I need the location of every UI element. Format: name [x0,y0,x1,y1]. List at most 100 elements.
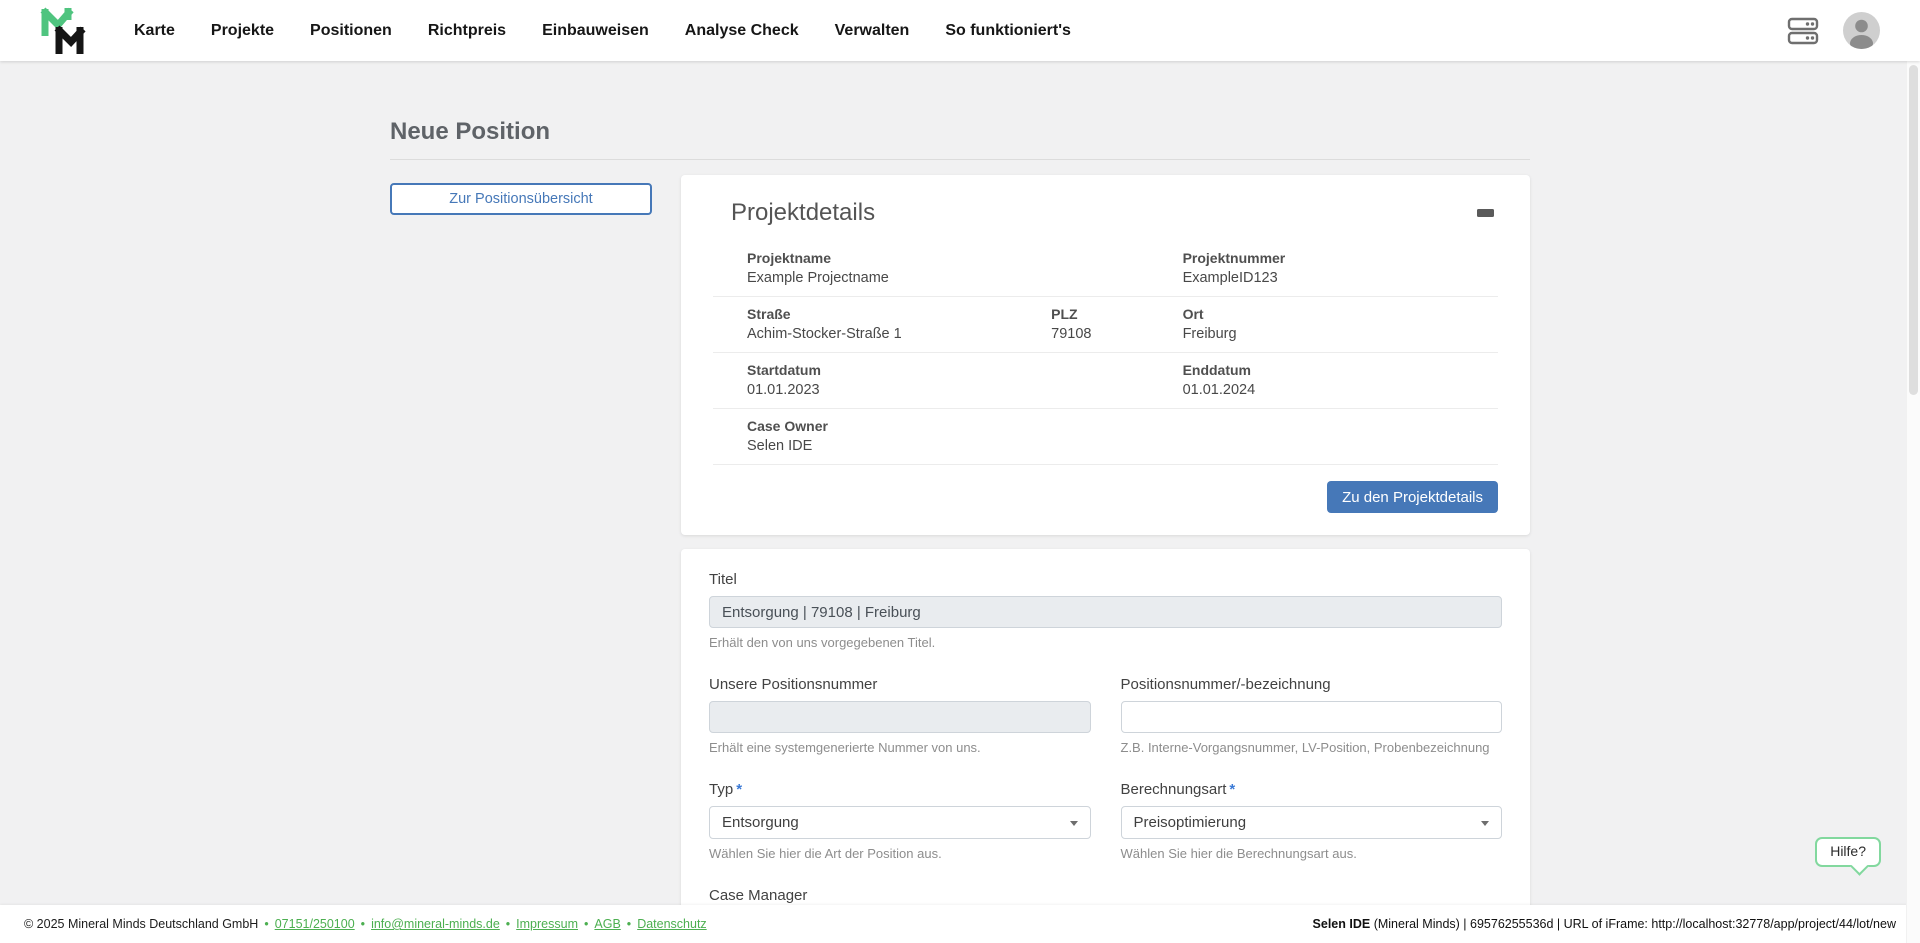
to-project-details-button[interactable]: Zu den Projektdetails [1327,481,1498,513]
field-value: 01.01.2023 [747,382,820,398]
main-content: Neue Position Zur Positionsübersicht Pro… [390,0,1530,943]
unsere-positionsnummer-input [709,701,1091,733]
positionsnummer-label: Positionsnummer/-bezeichnung [1120,676,1331,693]
project-row-name: Projektname Example Projectname Projektn… [713,241,1498,297]
footer-link-agb[interactable]: AGB [594,917,621,931]
field-value: Achim-Stocker-Straße 1 [747,326,902,342]
project-details-card: Projektdetails Projektname Example Proje… [681,175,1530,535]
user-avatar-icon[interactable] [1843,12,1880,49]
nav-item-projekte[interactable]: Projekte [210,21,275,39]
footer-separator: • [264,917,269,931]
field-value: Example Projectname [747,270,889,286]
titel-helper: Erhält den von uns vorgegebenen Titel. [709,635,936,650]
berechnungsart-select-value: Preisoptimierung [1133,814,1247,831]
project-row-owner: Case Owner Selen IDE [713,409,1498,465]
required-asterisk: * [736,781,743,798]
unsere-positionsnummer-helper: Erhält eine systemgenerierte Nummer von … [709,740,981,755]
title-divider [390,159,1530,160]
field-label: Startdatum [747,362,821,378]
field-value: ExampleID123 [1182,270,1278,286]
titel-input [709,596,1502,628]
project-row-dates: Startdatum 01.01.2023 Enddatum 01.01.202… [713,353,1498,409]
main-nav: Karte Projekte Positionen Richtpreis Ein… [134,22,1787,40]
left-column: Zur Positionsübersicht [390,175,652,215]
help-button[interactable]: Hilfe? [1815,837,1881,867]
project-card-title: Projektdetails [731,199,876,226]
footer-link-datenschutz[interactable]: Datenschutz [637,917,707,931]
scrollbar-track [1906,0,1920,943]
field-value: 79108 [1051,326,1092,342]
nav-item-analyse-check[interactable]: Analyse Check [684,21,799,39]
typ-label: Typ * [709,781,1091,798]
field-case-owner: Case Owner Selen IDE [747,418,1051,454]
mineral-minds-logo-icon[interactable] [40,6,86,56]
footer-user-name: Selen IDE [1312,917,1371,931]
footer-link-impressum[interactable]: Impressum [516,917,578,931]
field-label: Enddatum [1182,362,1252,378]
footer-session-details: (Mineral Minds) | 69576255536d | URL of … [1370,917,1896,931]
berechnungsart-helper: Wählen Sie hier die Berechnungsart aus. [1120,846,1357,861]
typ-helper: Wählen Sie hier die Art der Position aus… [709,846,942,861]
footer-link-email[interactable]: info@mineral-minds.de [371,917,500,931]
berechnungsart-label: Berechnungsart * [1121,781,1503,798]
footer-left: © 2025 Mineral Minds Deutschland GmbH • … [24,917,707,931]
scrollbar-thumb[interactable] [1909,65,1918,395]
top-nav-bar: Karte Projekte Positionen Richtpreis Ein… [0,0,1920,61]
field-label: Straße [747,306,791,322]
unsere-positionsnummer-group: Unsere Positionsnummer Erhält eine syste… [709,676,1091,755]
positionsnummer-group: Positionsnummer/-bezeichnung Z.B. Intern… [1120,676,1502,755]
footer-link-phone[interactable]: 07151/250100 [274,917,355,931]
header-icons [1787,12,1880,49]
footer-separator: • [505,917,511,931]
berechnungsart-select[interactable]: Preisoptimierung [1120,806,1502,839]
nav-item-positionen[interactable]: Positionen [310,21,392,39]
case-manager-label: Case Manager [709,887,808,904]
collapse-minus-icon[interactable] [1477,209,1494,217]
field-ort: Ort Freiburg [1183,306,1498,342]
field-label: Case Owner [747,418,828,434]
chevron-down-icon [1069,821,1078,826]
unsere-positionsnummer-label: Unsere Positionsnummer [709,676,878,693]
titel-group: Titel Erhält den von uns vorgegebenen Ti… [709,571,1502,650]
nav-item-karte[interactable]: Karte [134,21,175,39]
typ-group: Typ * Entsorgung Wählen Sie hier die Art … [709,781,1091,861]
positions-overview-button[interactable]: Zur Positionsübersicht [390,183,652,215]
footer-separator: • [360,917,366,931]
nav-item-richtpreis[interactable]: Richtpreis [427,21,507,39]
right-column: Projektdetails Projektname Example Proje… [681,175,1530,943]
field-plz: PLZ 79108 [1051,306,1182,342]
berechnungsart-group: Berechnungsart * Preisoptimierung Wählen … [1120,781,1503,861]
berechnungsart-label-text: Berechnungsart [1120,781,1227,798]
footer-session-info: Selen IDE (Mineral Minds) | 69576255536d… [1313,917,1896,931]
nav-item-einbauweisen[interactable]: Einbauweisen [542,21,649,39]
field-startdatum: Startdatum 01.01.2023 [747,362,1051,398]
typ-select-value: Entsorgung [722,814,799,831]
field-label: Projektname [747,250,832,266]
project-row-address: Straße Achim-Stocker-Straße 1 PLZ 79108 … [713,297,1498,353]
footer-copyright: © 2025 Mineral Minds Deutschland GmbH [24,917,259,931]
titel-label: Titel [709,571,737,588]
nav-item-verwalten[interactable]: Verwalten [834,21,910,39]
footer-bar: © 2025 Mineral Minds Deutschland GmbH • … [0,905,1920,943]
nav-item-so-funktionierts[interactable]: So funktioniert's [945,21,1071,39]
field-value: Freiburg [1182,326,1237,342]
typ-label-text: Typ [709,781,734,798]
typ-select[interactable]: Entsorgung [709,806,1091,839]
positionsnummer-helper: Z.B. Interne-Vorgangsnummer, LV-Position… [1120,740,1490,755]
field-projektnummer: Projektnummer ExampleID123 [1183,250,1498,286]
server-icon[interactable] [1787,16,1819,46]
field-strasse: Straße Achim-Stocker-Straße 1 [747,306,1051,342]
page-title: Neue Position [390,118,551,145]
footer-separator: • [626,917,632,931]
field-label: Ort [1182,306,1204,322]
footer-separator: • [584,917,589,931]
field-value: Selen IDE [747,438,813,454]
chevron-down-icon [1481,821,1489,826]
field-label: PLZ [1051,306,1078,322]
field-label: Projektnummer [1182,250,1286,266]
positionsnummer-input[interactable] [1120,701,1502,733]
field-projektname: Projektname Example Projectname [747,250,1051,286]
required-asterisk: * [1229,781,1236,798]
field-enddatum: Enddatum 01.01.2024 [1183,362,1498,398]
position-form-card: Titel Erhält den von uns vorgegebenen Ti… [681,549,1530,943]
